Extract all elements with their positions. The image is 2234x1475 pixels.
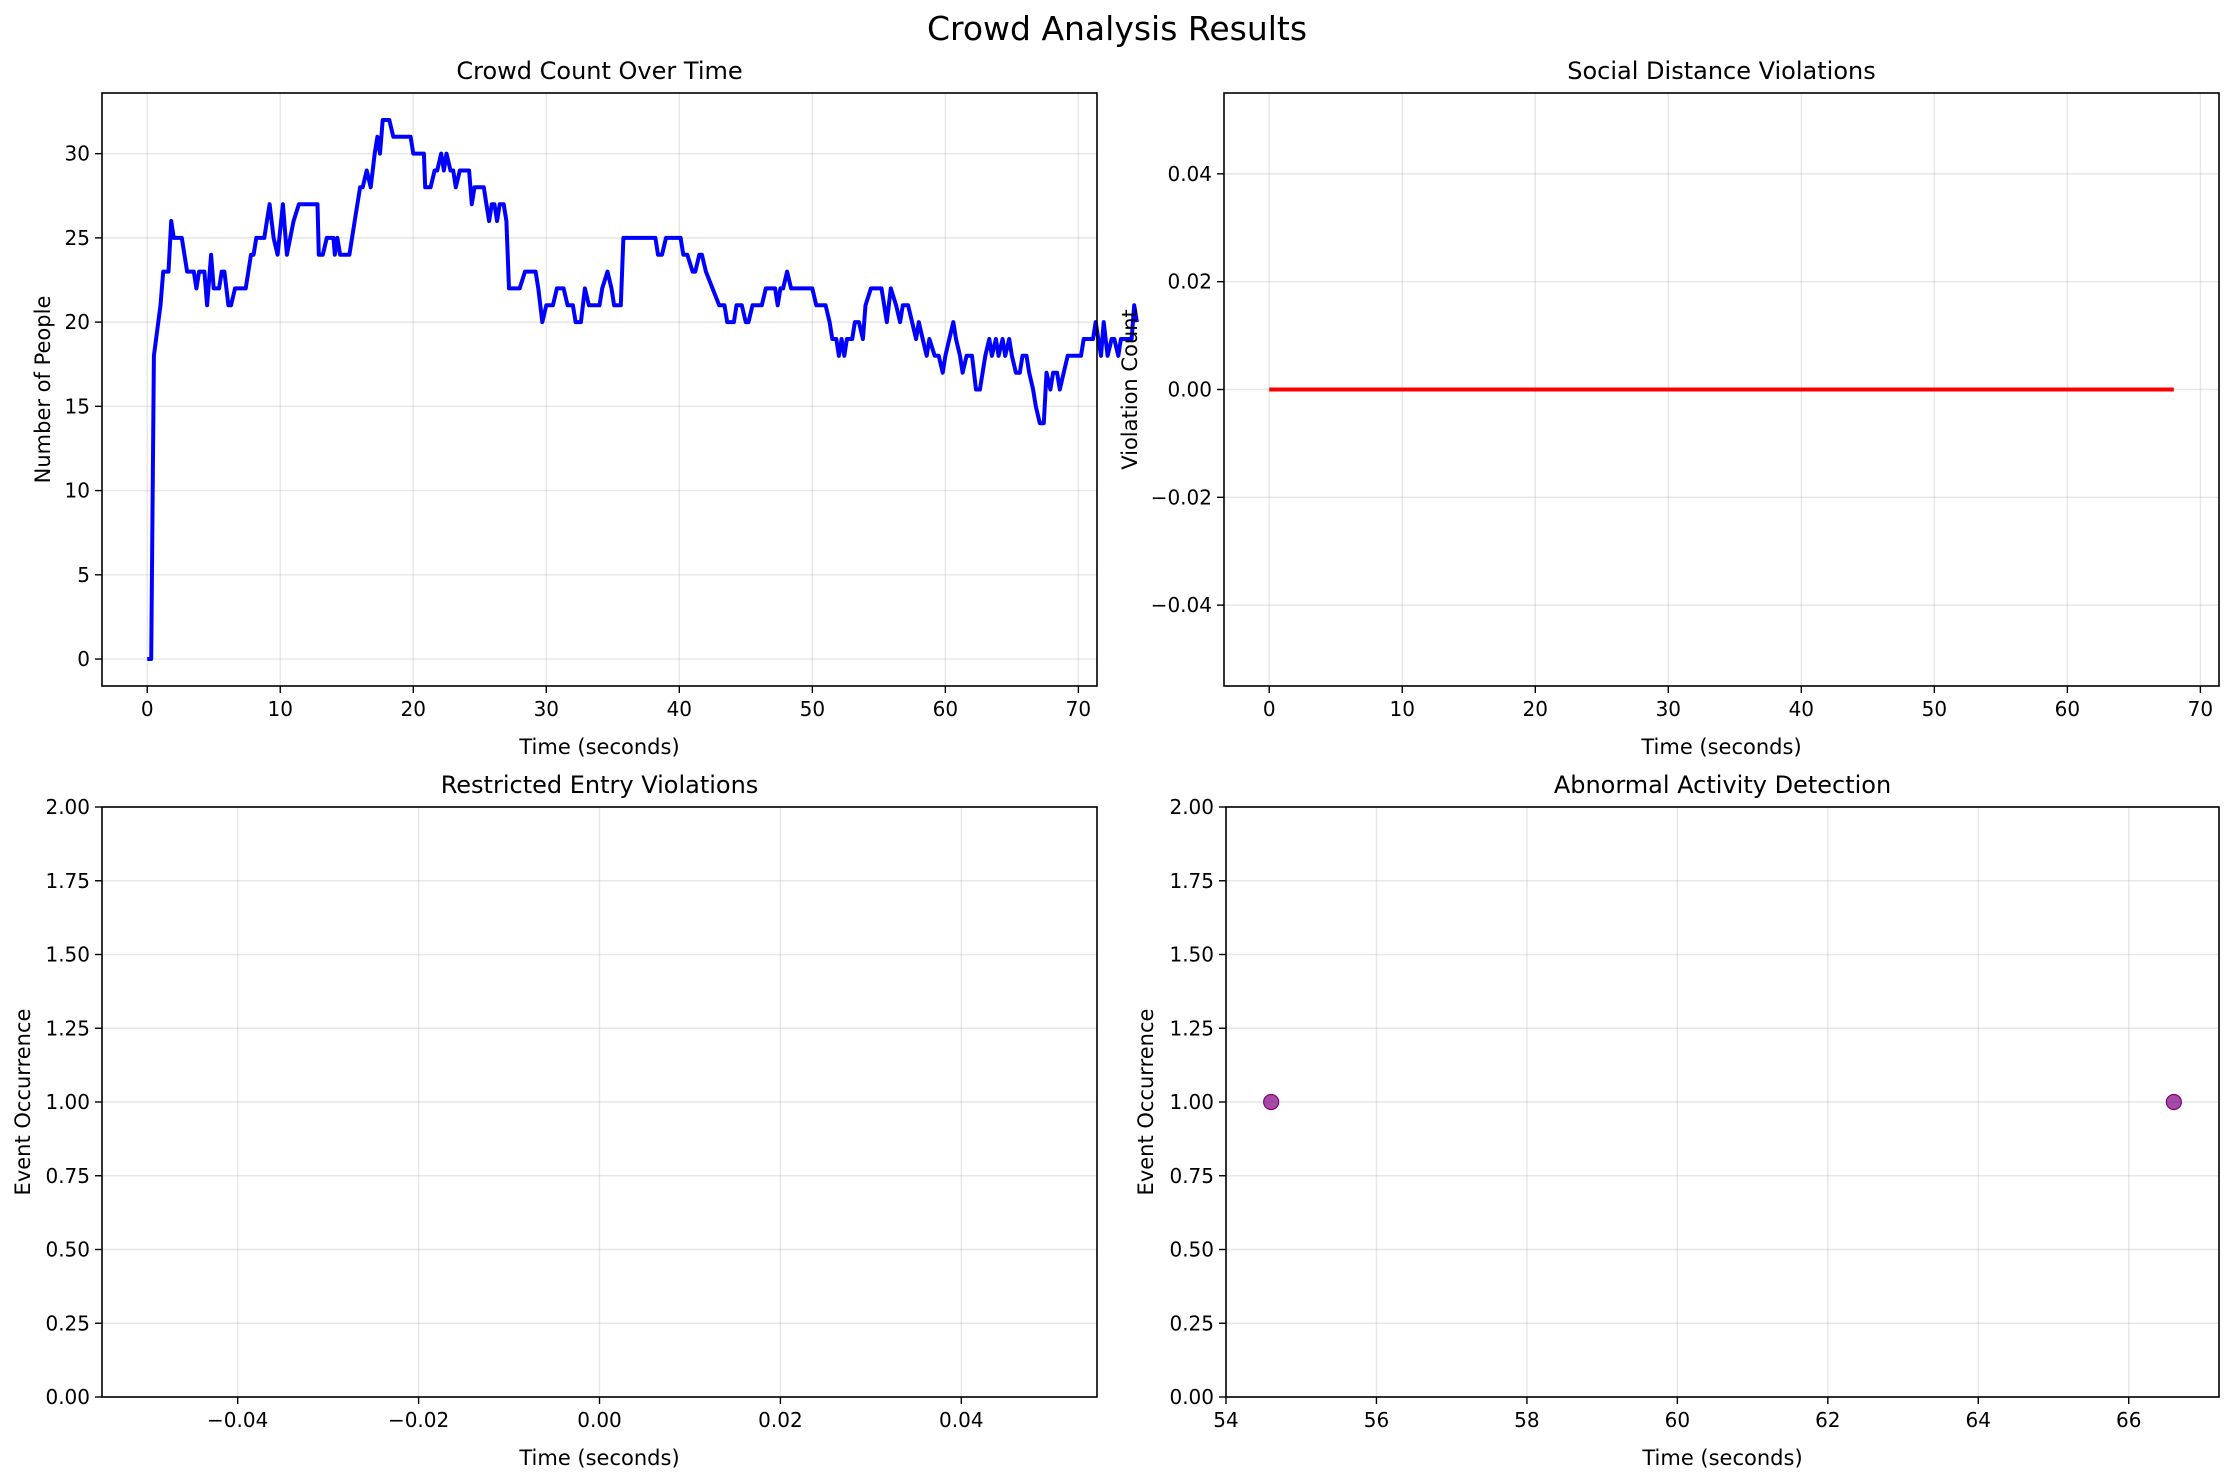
crowd-count-title: Crowd Count Over Time [456, 57, 742, 85]
abnormal-activity-xlabel: Time (seconds) [1641, 1446, 1802, 1470]
social-distance-xtick-label: 50 [1922, 697, 1947, 721]
restricted-entry-panel: Restricted Entry Violations Time (second… [11, 771, 1098, 1470]
abnormal-activity-ytick-label: 0.00 [1169, 1385, 1214, 1409]
abnormal-activity-ytick-label: 1.75 [1169, 869, 1214, 893]
restricted-entry-ytick-label: 0.50 [45, 1238, 90, 1262]
abnormal-activity-title: Abnormal Activity Detection [1554, 771, 1891, 799]
crowd-count-ytick-label: 15 [65, 394, 90, 418]
social-distance-xtick-label: 30 [1656, 697, 1681, 721]
restricted-entry-xtick-label: −0.04 [207, 1408, 268, 1432]
abnormal-activity-ytick-label: 0.75 [1169, 1164, 1214, 1188]
social-distance-xtick-label: 70 [2188, 697, 2213, 721]
crowd-count-series-line [147, 118, 1139, 661]
crowd-count-ytick-label: 30 [65, 142, 90, 166]
crowd-count-ytick-label: 20 [65, 310, 90, 334]
abnormal-activity-grid [1225, 806, 2219, 1398]
figure-title: Crowd Analysis Results [927, 9, 1307, 48]
social-distance-xlabel: Time (seconds) [1640, 735, 1801, 759]
crowd-count-xtick-label: 50 [800, 697, 825, 721]
abnormal-activity-event-point [2165, 1093, 2182, 1111]
restricted-entry-title: Restricted Entry Violations [441, 771, 759, 799]
restricted-entry-ytick-label: 0.75 [45, 1164, 90, 1188]
abnormal-activity-panel: Abnormal Activity Detection Time (second… [1134, 771, 2220, 1470]
abnormal-activity-ytick-label: 1.25 [1169, 1016, 1214, 1040]
restricted-entry-grid [102, 806, 1097, 1398]
abnormal-activity-xtick-label: 58 [1514, 1408, 1539, 1432]
restricted-entry-ytick-label: 1.00 [45, 1090, 90, 1114]
restricted-entry-ytick-label: 1.25 [45, 1016, 90, 1040]
social-distance-ytick-label: −0.04 [1151, 593, 1212, 617]
social-distance-xtick-label: 10 [1390, 697, 1415, 721]
crowd-count-panel: Crowd Count Over Time Time (seconds) Num… [31, 57, 1139, 759]
social-distance-ytick-label: 0.04 [1167, 162, 1212, 186]
restricted-entry-ytick-label: 1.50 [45, 943, 90, 967]
restricted-entry-ytick-label: 1.75 [45, 869, 90, 893]
crowd-count-ytick-label: 25 [65, 226, 90, 250]
crowd-count-ytick-label: 0 [77, 647, 90, 671]
crowd-count-ylabel: Number of People [31, 296, 55, 484]
crowd-count-axes-frame [101, 92, 1098, 687]
abnormal-activity-ytick-label: 1.50 [1169, 943, 1214, 967]
abnormal-activity-ytick-label: 1.00 [1169, 1090, 1214, 1114]
abnormal-activity-ytick-label: 0.50 [1169, 1238, 1214, 1262]
restricted-entry-xtick-label: 0.02 [758, 1408, 803, 1432]
crowd-count-ytick-label: 10 [65, 479, 90, 503]
abnormal-activity-xtick-label: 62 [1815, 1408, 1840, 1432]
restricted-entry-xtick-label: −0.02 [388, 1408, 449, 1432]
restricted-entry-xtick-label: 0.04 [939, 1408, 984, 1432]
abnormal-activity-xtick-label: 66 [2116, 1408, 2141, 1432]
restricted-entry-ytick-label: 0.00 [45, 1385, 90, 1409]
crowd-count-xtick-label: 30 [534, 697, 559, 721]
abnormal-activity-ytick-label: 2.00 [1169, 795, 1214, 819]
crowd-count-xtick-label: 10 [268, 697, 293, 721]
abnormal-activity-xtick-label: 60 [1665, 1408, 1690, 1432]
restricted-entry-ytick-label: 2.00 [45, 795, 90, 819]
social-distance-panel: Social Distance Violations Time (seconds… [1118, 57, 2220, 759]
social-distance-xtick-label: 60 [2055, 697, 2080, 721]
social-distance-ytick-label: 0.02 [1167, 270, 1212, 294]
crowd-count-xtick-label: 0 [141, 697, 154, 721]
crowd-count-xtick-label: 20 [401, 697, 426, 721]
crowd-count-xlabel: Time (seconds) [518, 735, 679, 759]
crowd-count-grid [102, 93, 1097, 686]
restricted-entry-xlabel: Time (seconds) [518, 1446, 679, 1470]
social-distance-xtick-label: 20 [1523, 697, 1548, 721]
abnormal-activity-xtick-label: 54 [1213, 1408, 1238, 1432]
restricted-entry-ylabel: Event Occurrence [11, 1009, 35, 1196]
social-distance-ylabel: Violation Count [1118, 309, 1142, 470]
crowd-count-xtick-label: 60 [933, 697, 958, 721]
abnormal-activity-event-point [1263, 1093, 1280, 1111]
restricted-entry-xtick-label: 0.00 [577, 1408, 622, 1432]
abnormal-activity-ytick-label: 0.25 [1169, 1311, 1214, 1335]
social-distance-xtick-label: 0 [1263, 697, 1276, 721]
crowd-count-xtick-label: 40 [667, 697, 692, 721]
abnormal-activity-xtick-label: 64 [1966, 1408, 1991, 1432]
abnormal-activity-xtick-label: 56 [1364, 1408, 1389, 1432]
restricted-entry-ytick-label: 0.25 [45, 1311, 90, 1335]
crowd-count-xtick-label: 70 [1066, 697, 1091, 721]
abnormal-activity-ylabel: Event Occurrence [1134, 1009, 1158, 1196]
crowd-count-ytick-label: 5 [77, 563, 90, 587]
social-distance-title: Social Distance Violations [1567, 57, 1875, 85]
social-distance-xtick-label: 40 [1789, 697, 1814, 721]
social-distance-ytick-label: 0.00 [1167, 378, 1212, 402]
social-distance-ytick-label: −0.02 [1151, 485, 1212, 509]
